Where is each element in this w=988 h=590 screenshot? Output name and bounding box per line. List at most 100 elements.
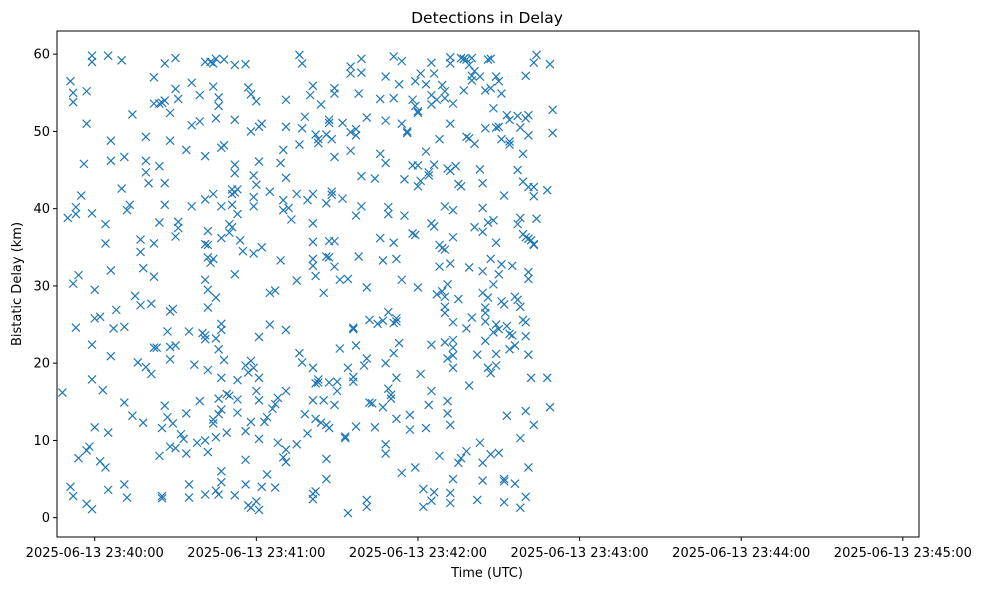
data-point (400, 174, 409, 184)
data-point (370, 174, 380, 183)
data-point (327, 134, 337, 144)
data-point (281, 173, 291, 183)
y-tick-label: 0 (42, 511, 50, 526)
data-point (548, 128, 558, 138)
data-point (429, 222, 439, 231)
data-point (254, 434, 264, 444)
data-point (216, 405, 226, 414)
data-point (421, 79, 431, 89)
data-point (184, 480, 194, 489)
data-point (76, 191, 86, 200)
data-point (381, 72, 391, 82)
data-point (529, 191, 539, 201)
data-point (523, 350, 533, 360)
data-point (165, 342, 175, 352)
data-point (195, 116, 205, 126)
x-tick-label: 2025-06-13 23:40:00 (26, 546, 164, 561)
data-point (521, 232, 531, 242)
data-point (141, 167, 151, 177)
data-point (330, 152, 339, 162)
scatter-markers (57, 50, 558, 518)
data-point (513, 111, 523, 121)
data-point (389, 348, 399, 358)
data-point (529, 240, 539, 250)
data-point (249, 249, 259, 258)
data-point (521, 331, 531, 341)
data-point (394, 79, 404, 89)
data-point (448, 99, 458, 109)
data-point (284, 203, 294, 213)
data-point (90, 422, 100, 432)
data-point (251, 96, 261, 106)
data-point (103, 428, 113, 438)
data-point (246, 127, 256, 136)
data-point (249, 171, 259, 180)
data-point (181, 408, 191, 418)
data-point (203, 365, 213, 375)
data-point (200, 239, 210, 249)
data-point (211, 113, 221, 123)
data-point (437, 286, 447, 296)
data-point (435, 262, 444, 272)
data-point (311, 271, 321, 281)
data-point (200, 330, 210, 340)
data-point (262, 412, 272, 422)
data-point (165, 442, 175, 452)
data-point (346, 69, 356, 78)
data-point (206, 258, 215, 268)
data-point (168, 304, 178, 314)
data-point (486, 54, 496, 64)
data-point (87, 340, 97, 350)
data-point (308, 189, 318, 199)
data-point (443, 408, 453, 418)
data-point (330, 262, 339, 272)
data-point (521, 406, 531, 416)
data-point (278, 205, 288, 215)
data-point (362, 502, 372, 512)
data-point (122, 493, 132, 503)
data-point (491, 238, 501, 248)
data-point (532, 50, 541, 60)
data-point (413, 181, 423, 191)
data-point (200, 275, 210, 285)
data-point (74, 453, 83, 463)
data-point (515, 433, 525, 443)
data-point (295, 140, 304, 149)
data-point (523, 463, 533, 472)
data-point (502, 110, 512, 120)
data-point (330, 400, 339, 410)
data-point (529, 182, 539, 192)
data-point (173, 94, 183, 104)
data-point (332, 386, 342, 396)
data-point (281, 325, 291, 335)
data-point (241, 59, 250, 69)
data-point (101, 219, 110, 229)
data-point (437, 80, 447, 90)
y-tick-label: 40 (33, 202, 50, 217)
data-point (408, 95, 417, 105)
data-point (157, 491, 167, 501)
data-point (486, 449, 496, 459)
data-point (330, 236, 339, 246)
data-point (195, 396, 205, 406)
data-point (111, 305, 121, 315)
data-point (208, 254, 218, 264)
data-point (276, 256, 286, 265)
data-point (478, 458, 488, 468)
data-point (265, 288, 275, 298)
data-point (68, 88, 78, 98)
data-point (429, 487, 439, 497)
data-point (200, 334, 210, 344)
data-point (79, 159, 89, 169)
data-point (268, 404, 277, 414)
data-point (338, 118, 347, 128)
data-point (356, 201, 366, 211)
data-point (381, 116, 391, 126)
data-point (203, 285, 213, 295)
data-point (383, 384, 393, 394)
data-point (456, 453, 466, 463)
data-point (206, 57, 215, 67)
data-point (311, 130, 321, 139)
data-point (119, 480, 129, 489)
